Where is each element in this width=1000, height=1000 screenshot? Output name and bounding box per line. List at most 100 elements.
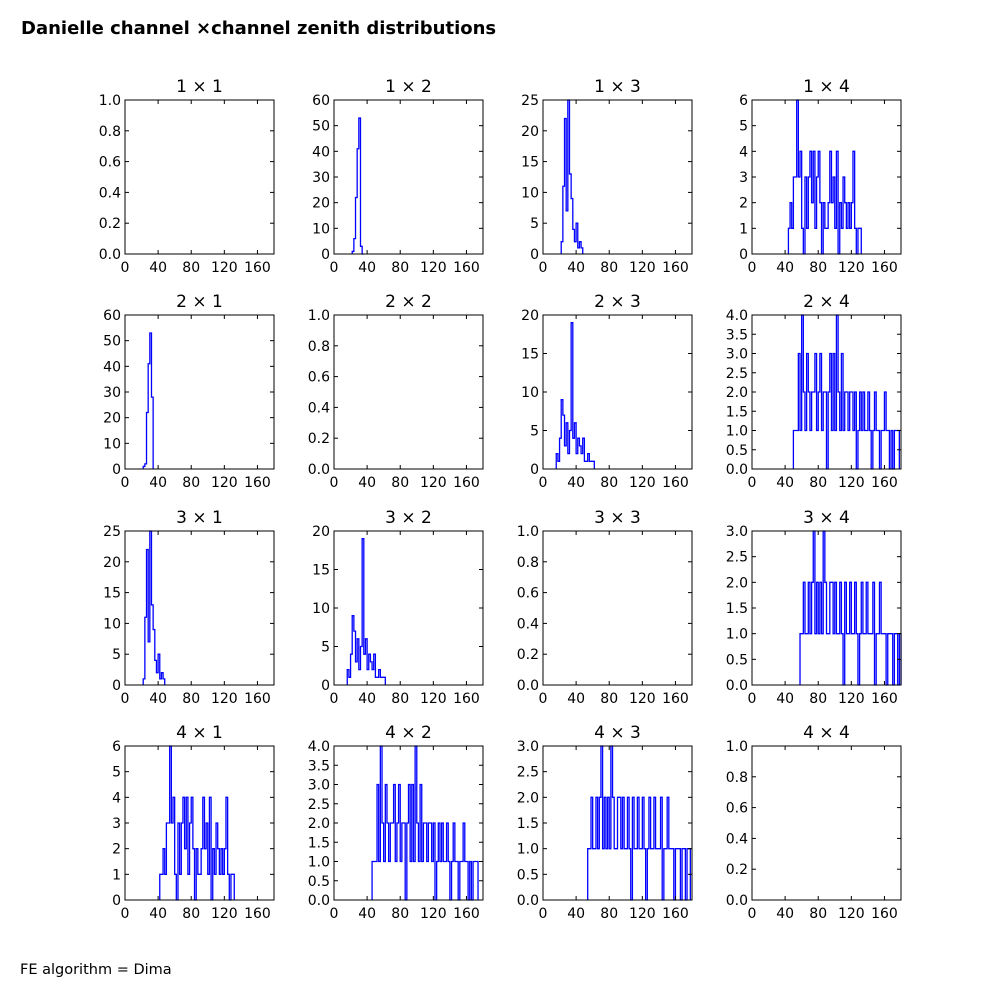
histogram-series-1 [142,332,154,469]
y-tick-label: 1 [739,221,748,237]
y-tick-label: 0 [530,247,539,263]
y-tick-label: 20 [103,411,121,427]
x-tick-label: 0 [748,260,757,276]
y-tick-label: 0 [530,462,539,478]
y-tick-label: 2.0 [726,575,748,591]
y-tick-label: 2.0 [726,385,748,401]
axes-frame [542,530,693,686]
x-tick-label: 120 [420,691,447,707]
x-tick-label: 80 [600,475,618,491]
y-tick-label: 30 [103,385,121,401]
y-tick-label: 0.0 [726,678,748,694]
x-tick-label: 160 [662,906,689,922]
y-tick-label: 0.5 [726,652,748,668]
subplot-3-1: 3 × 1 0 40 80 120 160 0 5 10 15 20 25 [103,508,275,707]
x-tick-label: 160 [244,691,271,707]
y-tick-label: 0.4 [726,831,748,847]
y-tick-label: 25 [521,93,539,109]
subplot-title: 1 × 3 [594,77,641,97]
subplot-3-3: 3 × 3 0 40 80 120 160 0.0 0.2 0.4 0.6 0.8 1.0 [517,508,693,707]
x-tick-label: 120 [838,260,865,276]
y-tick-label: 0.8 [99,124,121,140]
histogram-series-1 [371,745,479,901]
y-tick-label: 60 [103,308,121,324]
x-tick-label: 160 [453,691,480,707]
subplot-4-3: 4 × 3 0 40 80 120 160 0.0 0.5 1.0 1.5 2.0 2.5 3.0 [517,723,693,922]
subplot-title: 4 × 4 [803,723,850,743]
y-tick-label: 60 [312,93,330,109]
x-tick-label: 160 [662,260,689,276]
x-tick-label: 80 [391,260,409,276]
y-tick-label: 0.2 [726,862,748,878]
x-tick-label: 80 [391,475,409,491]
subplot-title: 4 × 1 [176,723,223,743]
x-tick-label: 80 [809,906,827,922]
subplot-1-1: 1 × 1 0 40 80 120 160 0.0 0.2 0.4 0.6 0.8 1.0 [99,77,275,276]
y-tick-label: 2.0 [517,790,539,806]
y-tick-label: 3 [739,170,748,186]
y-tick-label: 1.5 [726,404,748,420]
y-tick-label: 0.0 [308,462,330,478]
y-tick-label: 2.0 [308,816,330,832]
subplot-2-2: 2 × 2 0 40 80 120 160 0.0 0.2 0.4 0.6 0.8 1.0 [308,292,484,491]
figure-footer: FE algorithm = Dima [20,962,172,978]
y-tick-label: 5 [739,119,748,135]
y-tick-label: 40 [312,144,330,160]
axes-frame [751,99,902,255]
y-tick-label: 4.0 [308,739,330,755]
y-tick-label: 1.5 [517,816,539,832]
y-tick-label: 1.0 [308,855,330,871]
subplot-3-2: 3 × 2 0 40 80 120 160 0 5 10 15 20 [312,508,484,707]
x-tick-label: 80 [391,906,409,922]
x-tick-label: 120 [629,691,656,707]
subplot-title: 3 × 4 [803,508,850,528]
subplot-title: 2 × 1 [176,292,223,312]
histogram-series-1 [560,99,584,254]
y-tick-label: 0.2 [308,431,330,447]
y-tick-label: 3.5 [308,758,330,774]
y-tick-label: 3.0 [308,778,330,794]
x-tick-label: 0 [748,691,757,707]
y-tick-label: 1.5 [726,601,748,617]
x-tick-label: 40 [149,260,167,276]
subplot-1-2: 1 × 2 0 40 80 120 160 0 10 20 30 40 50 60 [312,77,484,276]
x-tick-label: 80 [391,691,409,707]
x-tick-label: 40 [567,260,585,276]
x-tick-label: 40 [776,475,794,491]
subplot-1-3: 1 × 3 0 40 80 120 160 0 5 10 15 20 25 [521,77,693,276]
subplot-2-3: 2 × 3 0 40 80 120 160 0 5 10 15 20 [521,292,693,491]
axes-frame [124,314,275,470]
x-tick-label: 80 [182,260,200,276]
x-tick-label: 40 [358,475,376,491]
x-tick-label: 160 [244,260,271,276]
x-tick-label: 40 [776,906,794,922]
x-tick-label: 120 [211,475,238,491]
x-tick-label: 160 [662,691,689,707]
y-tick-label: 0.0 [726,462,748,478]
histogram-series-1 [799,530,902,686]
axes-frame [124,745,275,901]
histogram-series-1 [159,745,235,901]
y-tick-label: 1.0 [726,627,748,643]
y-tick-label: 0 [112,678,121,694]
x-tick-label: 160 [871,691,898,707]
y-tick-label: 0.0 [517,678,539,694]
x-tick-label: 80 [809,691,827,707]
x-tick-label: 160 [662,475,689,491]
y-tick-label: 1.0 [308,308,330,324]
y-tick-label: 3.0 [726,347,748,363]
x-tick-label: 0 [330,475,339,491]
axes-frame [124,99,275,255]
x-tick-label: 0 [121,691,130,707]
x-tick-label: 0 [121,260,130,276]
subplot-title: 1 × 1 [176,77,223,97]
y-tick-label: 30 [312,170,330,186]
y-tick-label: 10 [312,221,330,237]
x-tick-label: 160 [453,260,480,276]
x-tick-label: 40 [567,475,585,491]
y-tick-label: 3.0 [517,739,539,755]
y-tick-label: 0 [112,893,121,909]
y-tick-label: 3.5 [726,327,748,343]
subplot-title: 4 × 3 [594,723,641,743]
y-tick-label: 5 [112,647,121,663]
